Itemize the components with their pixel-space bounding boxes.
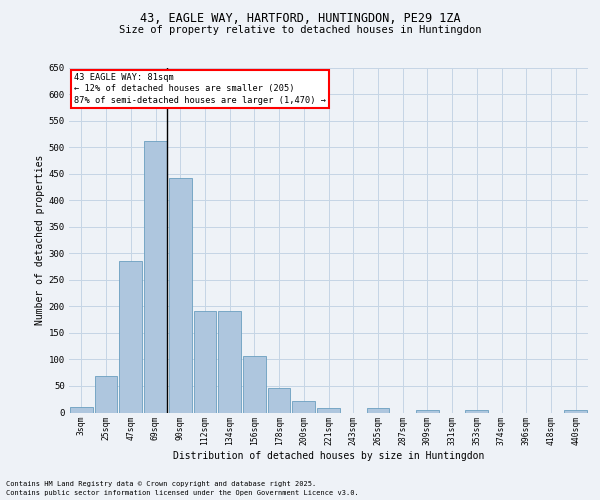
Y-axis label: Number of detached properties: Number of detached properties: [35, 155, 44, 325]
Text: 43 EAGLE WAY: 81sqm
← 12% of detached houses are smaller (205)
87% of semi-detac: 43 EAGLE WAY: 81sqm ← 12% of detached ho…: [74, 72, 326, 106]
Text: Size of property relative to detached houses in Huntingdon: Size of property relative to detached ho…: [119, 25, 481, 35]
Bar: [466, 410, 488, 412]
Text: Contains public sector information licensed under the Open Government Licence v3: Contains public sector information licen…: [6, 490, 359, 496]
X-axis label: Distribution of detached houses by size in Huntingdon: Distribution of detached houses by size …: [173, 452, 484, 462]
Bar: [292, 402, 315, 412]
Bar: [95, 376, 118, 412]
Bar: [268, 388, 290, 412]
Bar: [144, 140, 167, 412]
Bar: [367, 408, 389, 412]
Bar: [194, 310, 216, 412]
Bar: [416, 410, 439, 412]
Bar: [119, 261, 142, 412]
Text: 43, EAGLE WAY, HARTFORD, HUNTINGDON, PE29 1ZA: 43, EAGLE WAY, HARTFORD, HUNTINGDON, PE2…: [140, 12, 460, 26]
Bar: [317, 408, 340, 412]
Bar: [564, 410, 587, 412]
Text: Contains HM Land Registry data © Crown copyright and database right 2025.: Contains HM Land Registry data © Crown c…: [6, 481, 316, 487]
Bar: [218, 310, 241, 412]
Bar: [70, 407, 93, 412]
Bar: [243, 356, 266, 412]
Bar: [169, 178, 191, 412]
